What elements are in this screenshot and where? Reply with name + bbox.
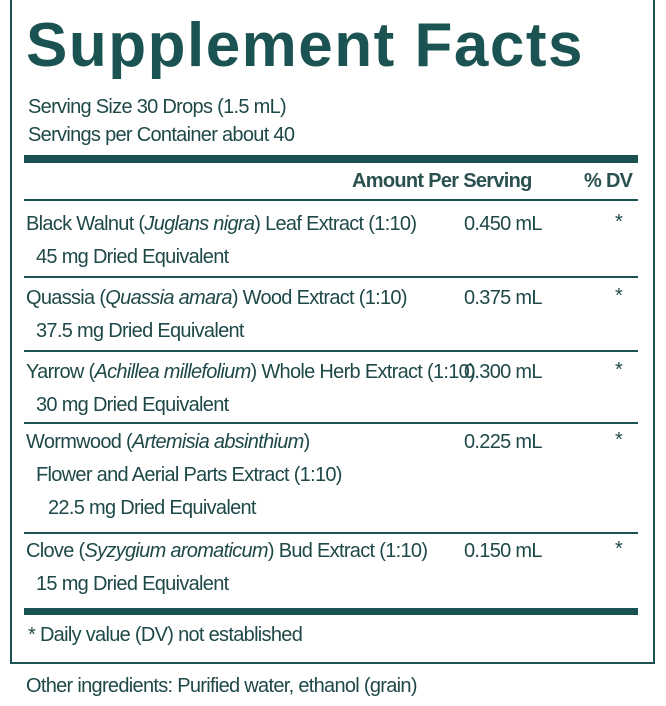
latin-name: Artemisia absinthium — [132, 431, 304, 453]
name-part: Wormwood ( — [26, 431, 133, 453]
name-part: Yarrow ( — [26, 361, 95, 383]
name-part: Quassia ( — [26, 287, 106, 309]
rule — [24, 422, 638, 424]
ingredient-detail: 30 mg Dried Equivalent — [36, 394, 229, 416]
serving-size: Serving Size 30 Drops (1.5 mL) — [28, 96, 287, 118]
thick-rule — [24, 155, 638, 163]
ingredient-name: Clove (Syzygium aromaticum) Bud Extract … — [26, 537, 428, 565]
ingredient-name: Quassia (Quassia amara) Wood Extract (1:… — [26, 284, 408, 312]
latin-name: Juglans nigra — [144, 213, 255, 235]
amount: 0.375 mL — [464, 287, 542, 309]
dv: * — [615, 285, 623, 307]
latin-name: Achillea millefolium — [94, 361, 251, 383]
name-part: Black Walnut ( — [26, 213, 145, 235]
name-part: ) Wood Extract (1:10) — [231, 287, 408, 309]
footnote: * Daily value (DV) not established — [28, 624, 303, 646]
rule — [24, 199, 638, 201]
latin-name: Syzygium aromaticum — [84, 540, 268, 562]
thick-rule — [24, 608, 638, 615]
dv: * — [615, 429, 623, 451]
amount: 0.225 mL — [464, 431, 542, 453]
rule — [24, 350, 638, 352]
servings-per-container: Servings per Container about 40 — [28, 124, 295, 146]
ingredient-detail: 22.5 mg Dried Equivalent — [48, 497, 256, 519]
ingredient-detail: 15 mg Dried Equivalent — [36, 573, 229, 595]
ingredient-detail: 37.5 mg Dried Equivalent — [36, 320, 244, 342]
amount: 0.150 mL — [464, 540, 542, 562]
amount-header: Amount Per Serving — [352, 170, 532, 192]
name-part: ) — [303, 431, 311, 453]
label-box — [10, 0, 655, 664]
rule — [24, 532, 638, 534]
amount: 0.450 mL — [464, 213, 542, 235]
amount: 0.300 mL — [464, 361, 542, 383]
name-part: ) Leaf Extract (1:10) — [254, 213, 417, 235]
ingredient-name: Yarrow (Achillea millefolium) Whole Herb… — [26, 358, 476, 386]
dv: * — [615, 211, 623, 233]
ingredient-name: Black Walnut (Juglans nigra) Leaf Extrac… — [26, 210, 417, 238]
dv: * — [615, 538, 623, 560]
ingredient-detail: 45 mg Dried Equivalent — [36, 246, 229, 268]
dv: * — [615, 359, 623, 381]
other-ingredients: Other ingredients: Purified water, ethan… — [26, 675, 417, 697]
name-part: ) Bud Extract (1:10) — [267, 540, 428, 562]
rule — [24, 276, 638, 278]
ingredient-name: Wormwood (Artemisia absinthium) — [26, 428, 310, 456]
ingredient-detail: Flower and Aerial Parts Extract (1:10) — [36, 464, 342, 486]
latin-name: Quassia amara — [105, 287, 232, 309]
name-part: ) Whole Herb Extract (1:10) — [250, 361, 476, 383]
dv-header: % DV — [584, 170, 633, 192]
title: Supplement Facts — [26, 11, 584, 80]
name-part: Clove ( — [26, 540, 85, 562]
